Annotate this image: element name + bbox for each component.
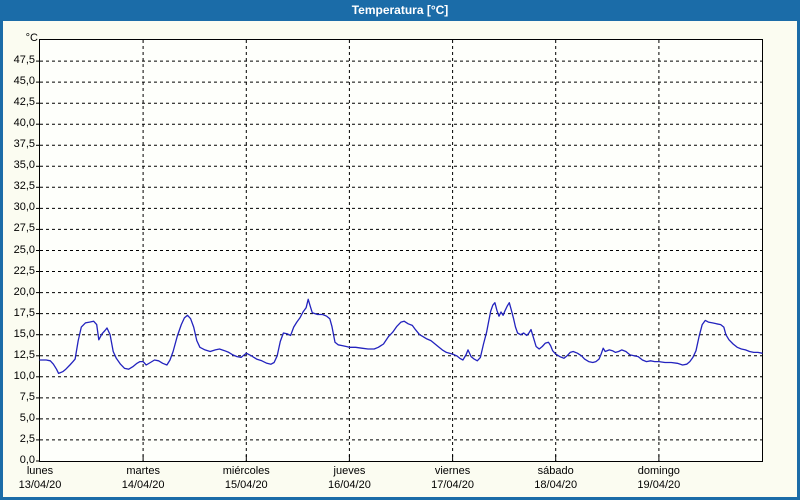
y-tick-label: 47,5 [13,54,35,67]
y-tick-label: 22,5 [13,264,35,277]
y-tick-label: 2,5 [19,432,35,445]
x-day-date: 14/04/20 [121,479,165,491]
x-day-date: 17/04/20 [431,479,474,491]
chart-title-bar: Temperatura [°C] [0,0,800,21]
x-day-label: miércoles 15/04/20 [191,464,301,492]
y-tick-label: 35,0 [13,159,35,172]
y-tick-label: 0,0 [19,454,35,466]
x-day-label: viernes 17/04/20 [398,464,508,492]
x-day-name: lunes [26,465,54,477]
y-tick-label: 17,5 [13,306,35,319]
x-day-date: 19/04/20 [637,479,681,491]
y-tick-label: 7,5 [19,390,35,403]
y-axis-unit-label: °C [25,32,38,44]
chart-title: Temperatura [°C] [351,3,449,17]
frame-border-right [797,0,800,500]
y-tick-label: 37,5 [13,138,35,151]
x-day-name: martes [126,465,160,477]
chart-canvas [36,40,763,462]
x-day-label: martes 14/04/20 [88,464,198,492]
y-tick-label: 45,0 [13,75,35,88]
plot-area [36,39,763,462]
x-day-name: viernes [434,465,471,477]
x-day-date: 13/04/20 [18,479,62,491]
x-day-label: jueves 16/04/20 [294,464,404,492]
y-tick-label: 30,0 [13,201,35,214]
y-tick-label: 12,5 [13,348,35,361]
y-tick-label: 5,0 [19,411,35,424]
y-tick-label: 10,0 [13,369,35,382]
temperature-line [39,298,763,375]
y-tick-label: 40,0 [13,117,35,130]
x-day-date: 16/04/20 [328,479,371,491]
x-day-name: sábado [537,465,574,477]
y-tick-label: 25,0 [13,243,35,256]
frame-border-left [0,0,3,500]
x-day-date: 18/04/20 [534,479,578,491]
y-tick-label: 20,0 [13,285,35,298]
x-day-label: sábado 18/04/20 [501,464,611,492]
frame-border-bottom [0,497,800,500]
y-tick-label: 15,0 [13,327,35,340]
x-day-date: 15/04/20 [224,479,268,491]
x-day-name: domingo [637,465,680,477]
x-day-label: lunes 13/04/20 [0,464,95,492]
x-day-name: miércoles [222,465,270,477]
y-tick-label: 42,5 [13,96,35,109]
y-tick-label: 32,5 [13,180,35,193]
x-day-name: jueves [333,465,366,477]
y-tick-label: 27,5 [13,222,35,235]
x-day-label: domingo 19/04/20 [604,464,714,492]
